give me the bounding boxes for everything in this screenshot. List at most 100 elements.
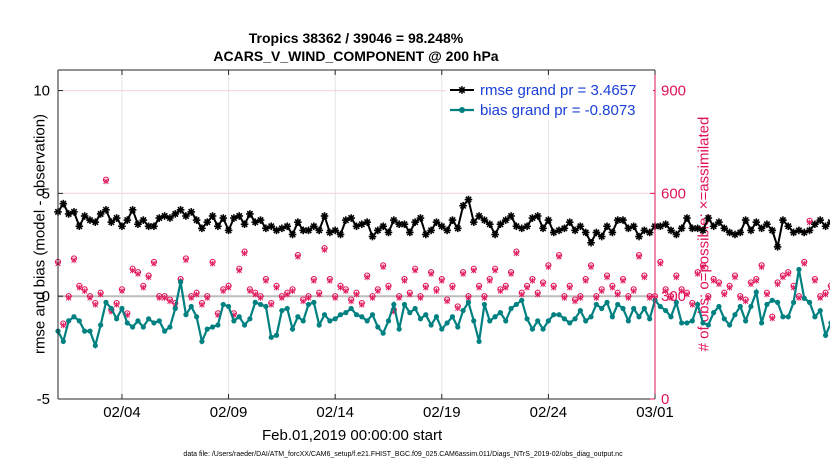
obs-assimilated-marker bbox=[279, 295, 285, 301]
obs-assimilated-marker bbox=[742, 298, 749, 305]
rmse-point bbox=[565, 218, 574, 226]
bias-point bbox=[71, 314, 77, 320]
bias-point bbox=[236, 314, 242, 320]
obs-assimilated-marker bbox=[812, 277, 818, 284]
rmse-point bbox=[629, 222, 638, 231]
rmse-point bbox=[507, 212, 515, 220]
bias-point bbox=[337, 312, 344, 318]
rmse-point bbox=[70, 208, 78, 216]
bias-point bbox=[396, 326, 402, 332]
obs-assimilated-marker bbox=[796, 295, 802, 301]
bias-point bbox=[545, 318, 551, 324]
rmse-point bbox=[315, 226, 323, 235]
obs-assimilated-marker bbox=[588, 264, 594, 270]
obs-assimilated-marker bbox=[753, 277, 759, 284]
obs-assimilated-marker bbox=[183, 257, 189, 264]
rmse-point bbox=[107, 218, 116, 226]
obs-possible-marker bbox=[827, 282, 830, 289]
bias-point bbox=[529, 326, 536, 332]
bias-point bbox=[177, 279, 184, 285]
rmse-point bbox=[443, 226, 451, 235]
bias-point bbox=[647, 316, 653, 322]
x-tick-label: 02/14 bbox=[316, 404, 354, 421]
obs-assimilated-marker bbox=[577, 295, 584, 301]
obs-assimilated-marker bbox=[428, 271, 434, 277]
obs-assimilated-marker bbox=[113, 301, 120, 308]
bias-point bbox=[615, 301, 621, 308]
rmse-point bbox=[390, 216, 398, 224]
y-tick-label-left: -5 bbox=[37, 391, 50, 408]
rmse-point bbox=[224, 226, 233, 235]
bias-point bbox=[625, 318, 631, 324]
obs-assimilated-marker bbox=[566, 284, 573, 291]
obs-assimilated-marker bbox=[721, 291, 728, 298]
bias-point bbox=[332, 316, 338, 322]
bias-point bbox=[108, 305, 114, 312]
obs-assimilated-marker bbox=[359, 301, 365, 308]
bias-point bbox=[519, 297, 525, 303]
obs-assimilated-marker bbox=[263, 277, 269, 284]
obs-assimilated-marker bbox=[630, 288, 637, 294]
bias-point bbox=[241, 322, 248, 328]
rmse-point bbox=[501, 216, 510, 224]
bias-point bbox=[268, 334, 274, 340]
rmse-point bbox=[246, 210, 254, 218]
rmse-point bbox=[608, 228, 617, 237]
obs-assimilated-marker bbox=[673, 274, 680, 281]
obs-assimilated-marker bbox=[295, 253, 301, 260]
bias-point bbox=[503, 318, 509, 324]
obs-assimilated-marker bbox=[71, 257, 77, 264]
obs-assimilated-marker bbox=[694, 271, 701, 277]
rmse-point bbox=[134, 220, 142, 229]
y-tick-label-left: 10 bbox=[33, 83, 50, 100]
obs-assimilated-marker bbox=[529, 277, 536, 284]
obs-assimilated-marker bbox=[337, 284, 344, 291]
obs-assimilated-marker bbox=[236, 267, 242, 274]
bias-point bbox=[535, 318, 541, 324]
bias-point bbox=[316, 322, 322, 328]
bias-point bbox=[199, 338, 205, 345]
obs-assimilated-marker bbox=[321, 247, 328, 253]
obs-assimilated-marker bbox=[273, 284, 280, 291]
bias-point bbox=[737, 303, 743, 310]
obs-assimilated-marker bbox=[316, 291, 322, 298]
bias-point bbox=[433, 314, 440, 320]
obs-assimilated-marker bbox=[625, 295, 632, 301]
bias-point bbox=[561, 316, 567, 322]
obs-assimilated-marker bbox=[380, 264, 386, 270]
obs-assimilated-marker bbox=[801, 260, 807, 267]
bias-point bbox=[790, 299, 797, 305]
bias-point bbox=[753, 289, 759, 295]
axes: 02/04 02/09 02/14 02/19 02/24 03/01 -5 0 5 10 0 300… bbox=[33, 69, 686, 421]
obs-assimilated-marker bbox=[582, 277, 589, 284]
rmse-point bbox=[768, 226, 777, 235]
obs-assimilated-marker bbox=[513, 250, 520, 257]
obs-assimilated-marker bbox=[449, 284, 456, 291]
bias-point bbox=[556, 312, 562, 318]
rmse-point bbox=[603, 222, 611, 231]
rmse-point bbox=[533, 212, 542, 220]
obs-assimilated-marker bbox=[545, 264, 552, 270]
rmse-point bbox=[821, 222, 830, 231]
obs-assimilated-marker bbox=[252, 291, 258, 298]
bias-point bbox=[700, 320, 706, 326]
bias-point bbox=[167, 324, 173, 330]
bias-point bbox=[60, 338, 66, 345]
rmse-point bbox=[411, 218, 419, 226]
rmse-point bbox=[805, 226, 814, 235]
x-tick-label: 03/01 bbox=[636, 404, 674, 421]
rmse-point bbox=[336, 230, 345, 239]
rmse-point bbox=[421, 230, 430, 239]
obs-assimilated-marker bbox=[705, 295, 712, 301]
obs-assimilated-marker bbox=[572, 298, 578, 305]
bias-point bbox=[588, 314, 594, 320]
rmse-point bbox=[699, 226, 707, 235]
obs-assimilated-marker bbox=[167, 298, 173, 305]
bias-point bbox=[599, 305, 605, 312]
bias-point bbox=[444, 320, 450, 326]
obs-assimilated-marker bbox=[726, 284, 733, 291]
bias-point bbox=[476, 338, 482, 345]
bias-point bbox=[114, 316, 120, 322]
rmse-point bbox=[811, 220, 819, 229]
bias-point bbox=[567, 320, 573, 326]
